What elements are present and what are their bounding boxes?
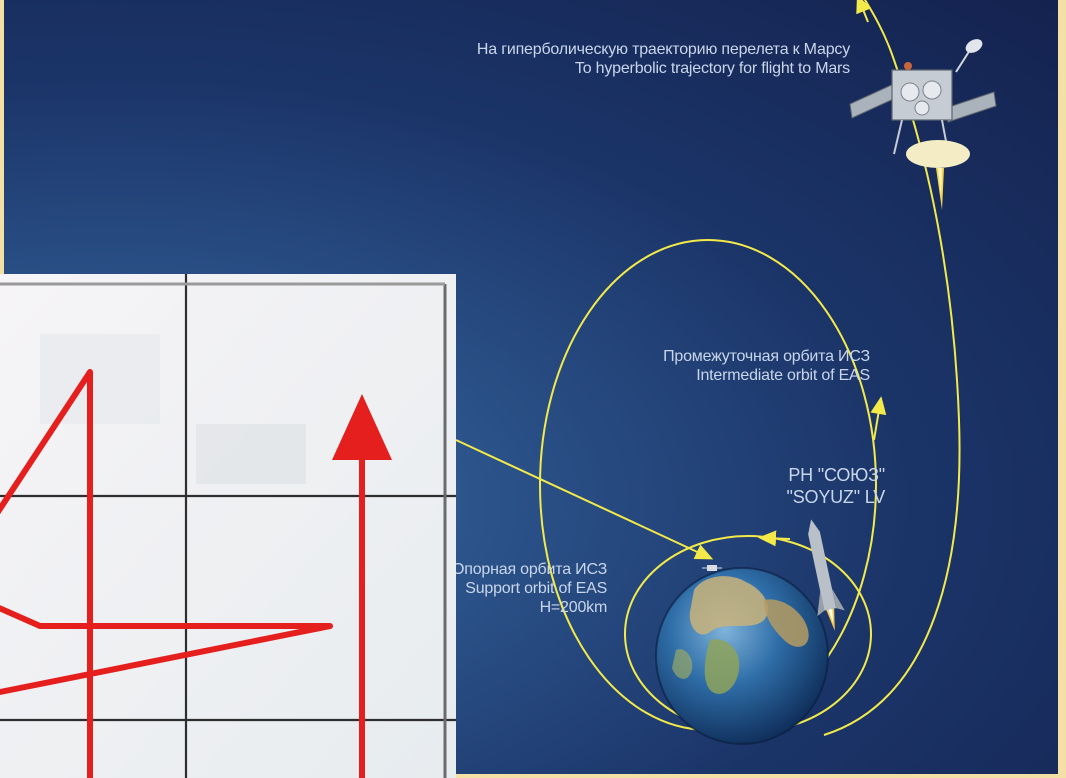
earth-icon: [655, 567, 829, 745]
inset-grid: [0, 274, 456, 778]
intermediate-label-ru: Промежуточная орбита ИСЗ: [663, 348, 870, 365]
intermediate-orbit-arrow: [870, 396, 887, 441]
inset-drawing: [0, 274, 456, 778]
support-label-ru: Опорная орбита ИСЗ: [452, 561, 608, 578]
support-label-en: Support orbit of EAS: [465, 580, 608, 597]
support-orbit-label: Опорная орбита ИСЗ Support orbit of EAS …: [452, 560, 607, 617]
support-orbit-arrow: [758, 530, 791, 547]
trajectory-diagram: [455, 0, 997, 745]
leader-line: [455, 439, 714, 560]
launcher-label-ru: РН "СОЮЗ": [788, 465, 885, 485]
intermediate-label-en: Intermediate orbit of EAS: [696, 367, 870, 384]
spacecraft-icon: [849, 39, 997, 210]
hyperbolic-trajectory-label: На гиперболическую траекторию перелета к…: [477, 40, 850, 78]
hyperbolic-label-ru: На гиперболическую траекторию перелета к…: [476, 41, 850, 58]
support-label-altitude: H=200km: [539, 599, 608, 616]
inset-sketch: [0, 274, 456, 778]
satellite-small-icon: [702, 565, 722, 571]
hyperbolic-label-en: To hyperbolic trajectory for flight to M…: [574, 60, 850, 77]
hyperbolic-arrow: [856, 0, 872, 23]
intermediate-orbit-label: Промежуточная орбита ИСЗ Intermediate or…: [663, 347, 870, 385]
hyperbolic-trajectory: [823, 0, 961, 736]
rocket-icon: [808, 519, 845, 631]
launcher-label: РН "СОЮЗ" "SOYUZ" LV: [786, 464, 886, 508]
launcher-label-en: "SOYUZ" LV: [786, 487, 886, 507]
inset-red-lines: [0, 369, 392, 778]
